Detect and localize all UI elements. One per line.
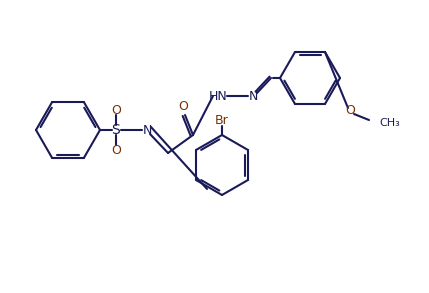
Text: O: O — [178, 100, 188, 113]
Text: N: N — [142, 124, 152, 137]
Text: N: N — [248, 89, 258, 103]
Text: S: S — [112, 123, 121, 137]
Text: HN: HN — [208, 89, 227, 103]
Text: Br: Br — [215, 115, 229, 127]
Text: O: O — [111, 103, 121, 117]
Text: O: O — [345, 105, 355, 117]
Text: CH₃: CH₃ — [379, 118, 400, 128]
Text: O: O — [111, 144, 121, 156]
